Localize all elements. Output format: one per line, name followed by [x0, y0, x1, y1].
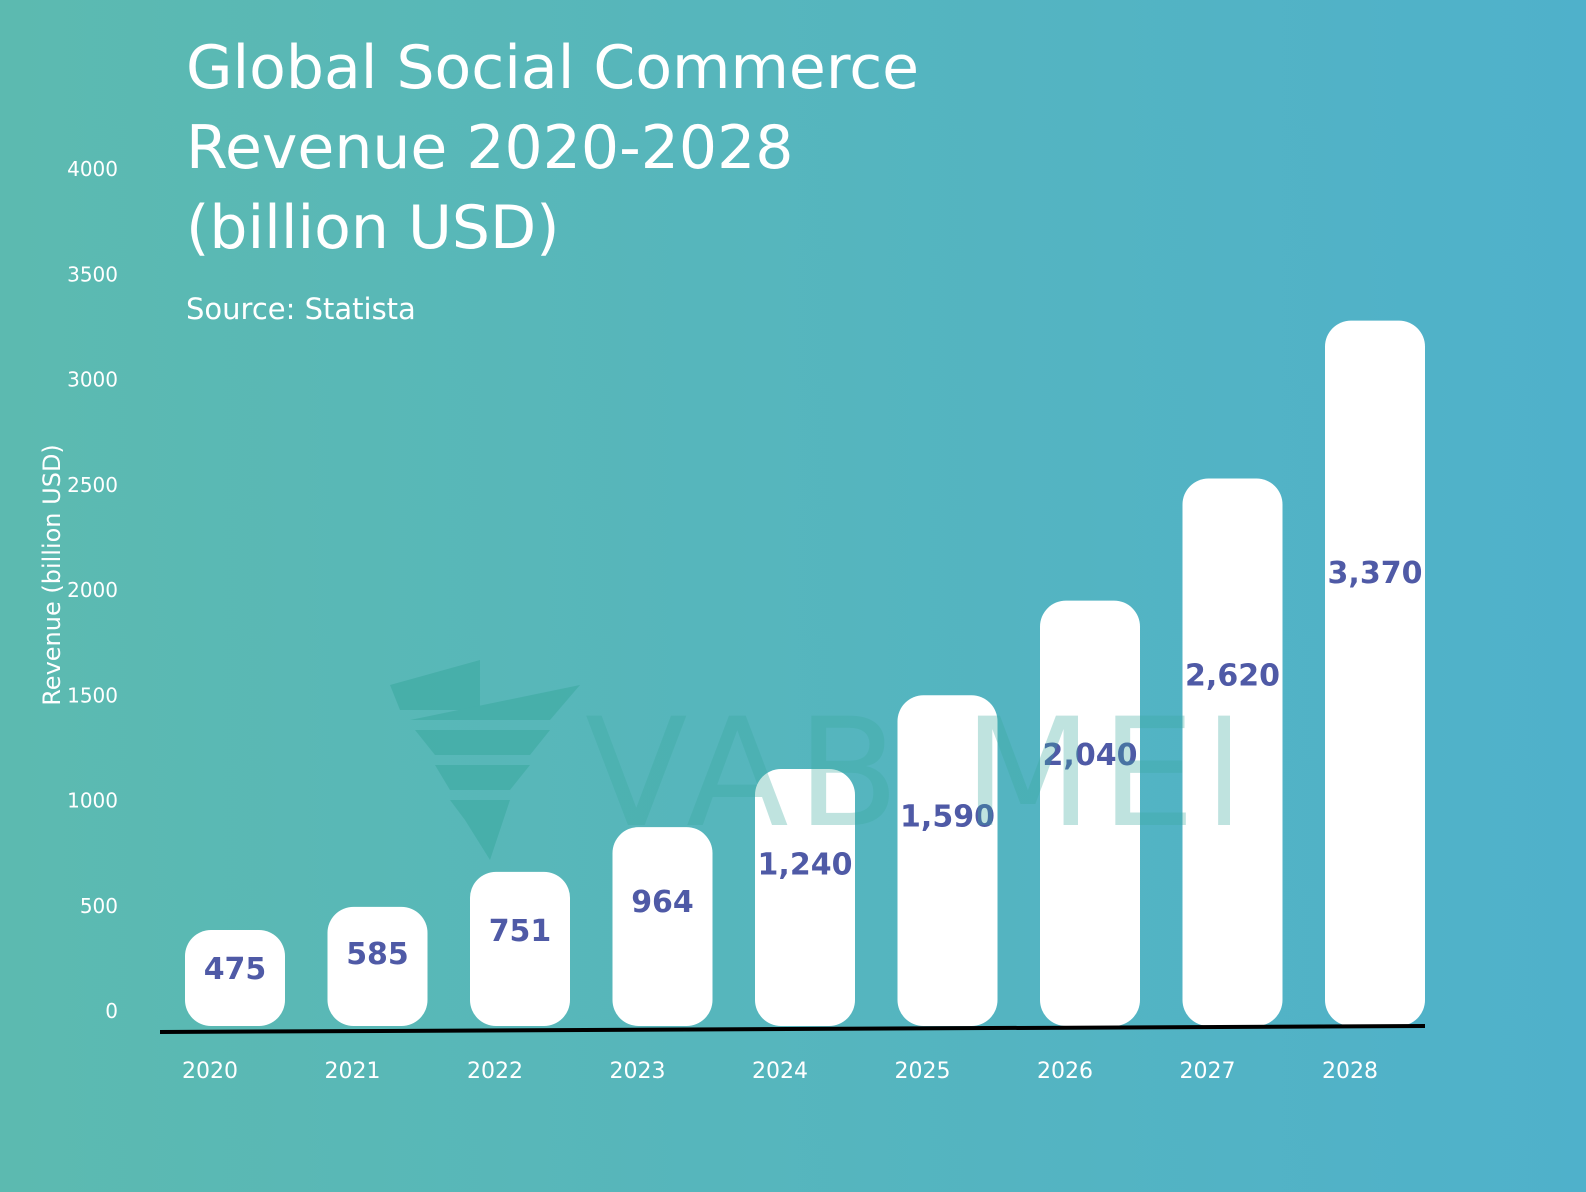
bar-value-label: 1,590	[900, 799, 995, 834]
watermark-funnel-icon	[390, 660, 580, 860]
bar	[1325, 320, 1425, 1026]
y-tick-label: 1000	[67, 789, 118, 813]
bar-value-label: 585	[346, 937, 409, 972]
x-tick-label: 2024	[752, 1059, 808, 1084]
bar-value-label: 964	[631, 885, 694, 920]
y-tick-label: 2500	[67, 473, 118, 497]
x-tick-label: 2027	[1180, 1059, 1236, 1084]
y-tick-label: 3000	[67, 368, 118, 392]
y-tick-label: 0	[105, 999, 118, 1023]
x-tick-label: 2022	[467, 1059, 523, 1084]
y-tick-label: 3500	[67, 262, 118, 286]
bar	[1040, 600, 1140, 1026]
y-tick-label: 500	[80, 894, 118, 918]
y-axis-ticks: 0 500 1000 1500 2000 2500 3000 3500 4000	[67, 157, 118, 1023]
bar	[897, 695, 998, 1026]
chart-subtitle: Source: Statista	[186, 292, 416, 326]
bar	[755, 768, 855, 1026]
x-tick-label: 2028	[1322, 1059, 1378, 1084]
bars: 475 585 751 964 1,240 1,590 2,040 2,620 3,370	[185, 320, 1425, 1026]
x-tick-label: 2020	[182, 1059, 238, 1084]
bar-value-label: 751	[489, 914, 552, 949]
y-tick-label: 1500	[67, 683, 118, 707]
y-tick-label: 2000	[67, 578, 118, 602]
x-axis-line	[159, 1024, 1426, 1034]
bar-value-label: 2,620	[1185, 659, 1280, 694]
x-tick-label: 2021	[325, 1059, 381, 1084]
x-tick-label: 2026	[1037, 1059, 1093, 1084]
watermark-logo: VAB MEDIA	[390, 660, 1230, 861]
bar-value-label: 1,240	[758, 847, 853, 882]
x-axis-ticks: 2020 2021 2022 2023 2024 2025 2026 2027 2028	[182, 1059, 1378, 1084]
bar	[327, 906, 428, 1026]
y-tick-label: 4000	[67, 157, 118, 181]
bar	[612, 827, 713, 1026]
bar	[470, 871, 570, 1026]
bar	[185, 930, 285, 1026]
x-tick-label: 2023	[610, 1059, 666, 1084]
x-tick-label: 2025	[895, 1059, 951, 1084]
y-axis-title: Revenue (billion USD)	[38, 444, 66, 706]
bar-value-label: 2,040	[1043, 738, 1138, 773]
bar	[1182, 478, 1283, 1026]
bar-value-label: 3,370	[1328, 556, 1423, 591]
chart-title: Global Social Commerce Revenue 2020-2028…	[186, 33, 920, 263]
bar-value-label: 475	[204, 952, 267, 987]
watermark-text: VAB MEDIA	[585, 687, 1230, 861]
